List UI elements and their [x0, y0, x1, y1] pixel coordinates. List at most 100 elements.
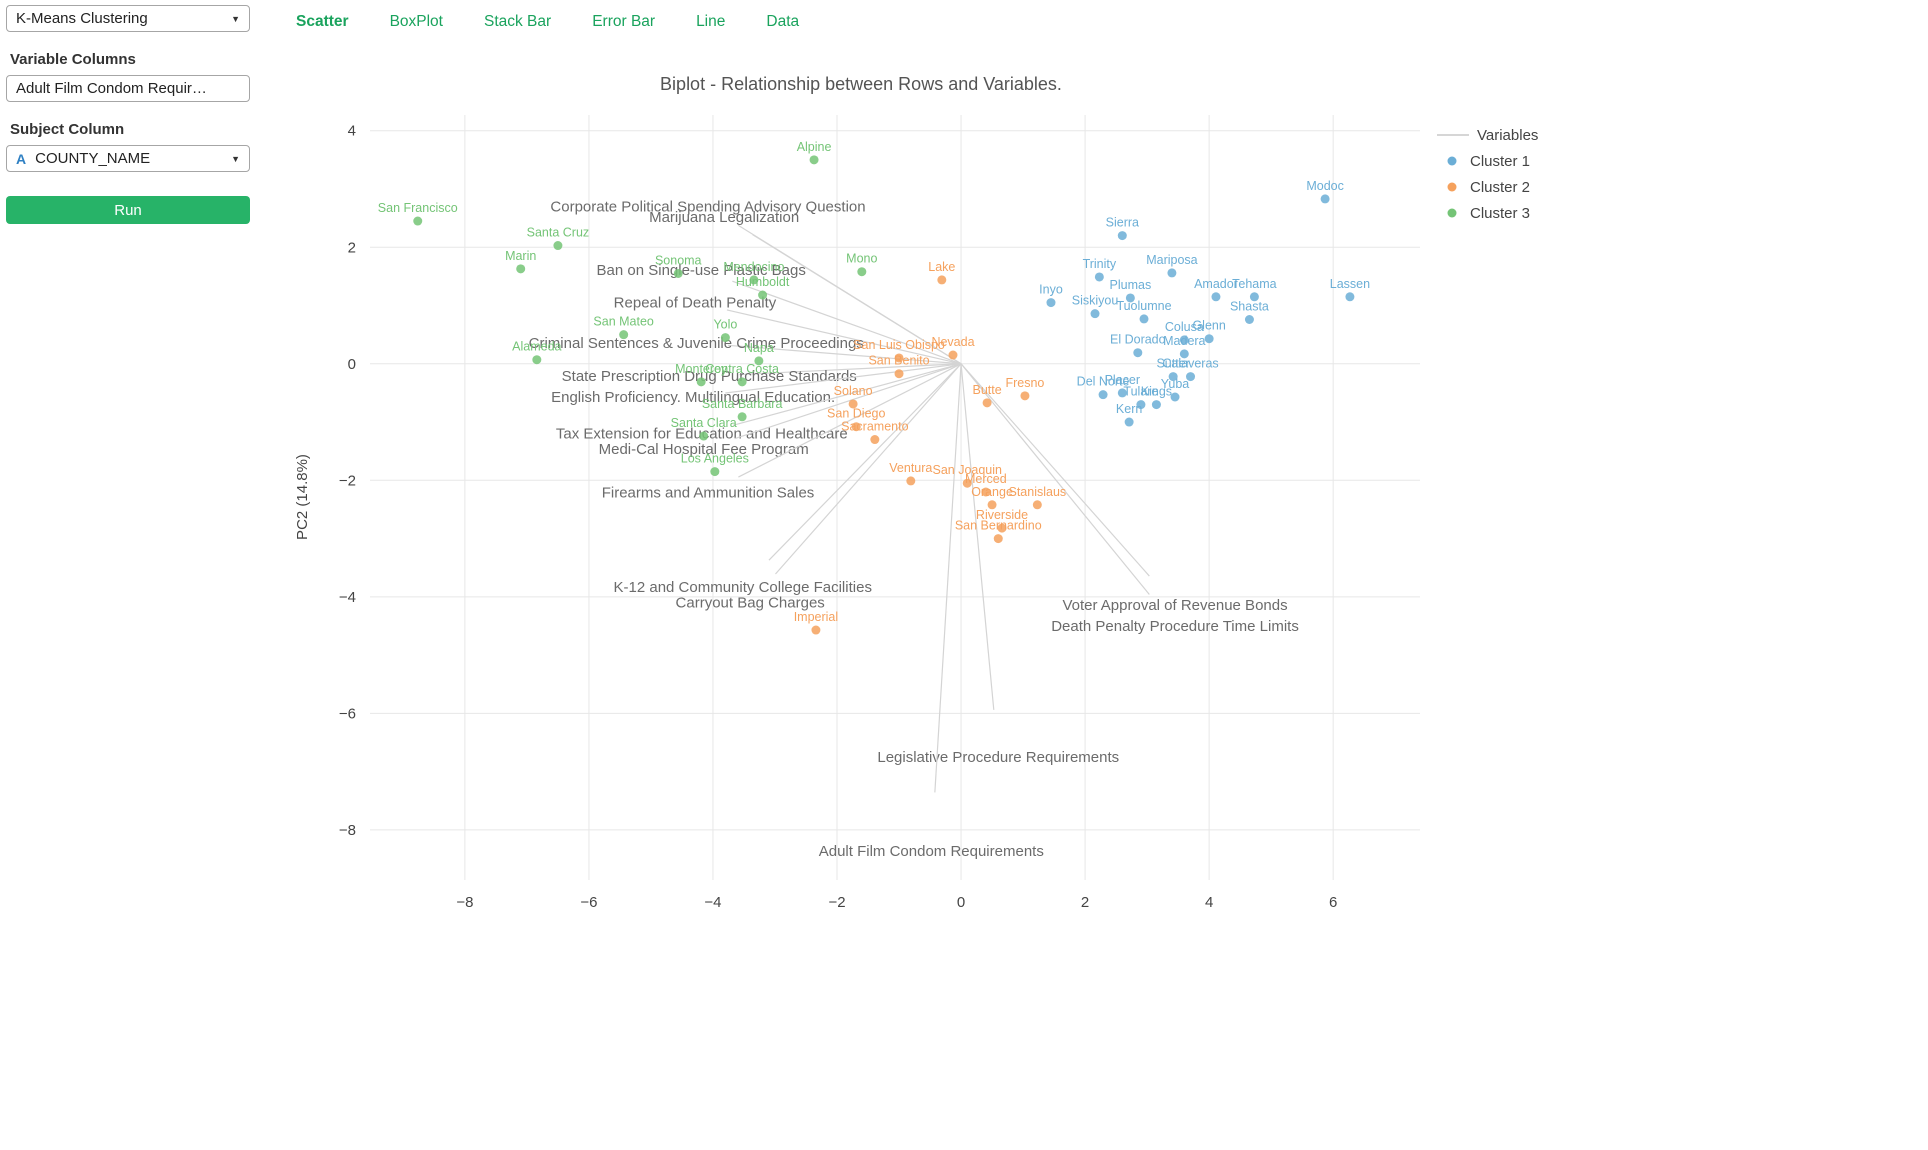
tab-error-bar[interactable]: Error Bar [592, 13, 656, 30]
scatter-point: Madera [1163, 334, 1206, 359]
scatter-point: Trinity [1083, 257, 1117, 282]
scatter-point: Riverside [976, 508, 1028, 533]
scatter-point-dot [1020, 391, 1030, 401]
scatter-point-label: Solano [834, 384, 873, 398]
scatter-point: Calaveras [1162, 357, 1219, 382]
chart-tabs: Scatter BoxPlot Stack Bar Error Bar Line Data [296, 13, 799, 31]
scatter-point-label: Tulare [1123, 385, 1158, 399]
variable-vector-label: Legislative Procedure Requirements [877, 749, 1119, 766]
scatter-point: Lassen [1330, 277, 1370, 302]
scatter-point-label: Orange [971, 485, 1013, 499]
tab-line[interactable]: Line [696, 13, 726, 30]
scatter-point: San Benito [868, 354, 930, 379]
scatter-point-label: Santa Clara [671, 416, 737, 430]
scatter-point-dot [553, 241, 563, 251]
scatter-point: Glenn [1192, 319, 1226, 344]
scatter-point-dot [1320, 194, 1330, 204]
scatter-point-dot [1124, 417, 1134, 427]
scatter-point-label: El Dorado [1110, 333, 1166, 347]
scatter-point: Santa Cruz [527, 226, 589, 251]
scatter-point: Inyo [1039, 283, 1063, 308]
tab-scatter[interactable]: Scatter [296, 13, 349, 30]
scatter-point-dot [1032, 500, 1042, 510]
scatter-point: Kings [1141, 385, 1172, 410]
x-tick-label: −6 [580, 894, 597, 911]
scatter-point: Humboldt [736, 275, 790, 300]
y-axis-label: PC2 (14.8%) [294, 454, 311, 540]
scatter-point-label: Del Norte [1077, 375, 1130, 389]
variable-vector-label: Death Penalty Procedure Time Limits [1051, 618, 1299, 635]
scatter-point-dot [948, 350, 958, 360]
scatter-point-label: Imperial [794, 610, 838, 624]
sidebar: K-Means Clustering ▼ Variable Columns Ad… [0, 0, 256, 229]
scatter-point: Del Norte [1077, 375, 1130, 400]
scatter-point-label: Colusa [1165, 320, 1204, 334]
scatter-point-label: Mariposa [1146, 253, 1197, 267]
scatter-point-dot [851, 422, 861, 432]
run-button[interactable]: Run [6, 196, 250, 224]
scatter-point: Modoc [1306, 179, 1344, 204]
scatter-point: San Bernardino [955, 519, 1042, 544]
variable-columns-input[interactable]: Adult Film Condom Requir… [6, 75, 250, 102]
variable-columns-value: Adult Film Condom Requir… [16, 80, 207, 97]
x-tick-label: −4 [704, 894, 721, 911]
variable-vector-label: Voter Approval of Revenue Bonds [1062, 597, 1287, 614]
subject-column-dropdown[interactable]: A COUNTY_NAME ▼ [6, 145, 250, 172]
variable-vector-label: Marijuana Legalization [649, 209, 799, 226]
subject-column-label: Subject Column [10, 121, 125, 138]
scatter-point-dot [809, 155, 819, 165]
scatter-point-dot [1133, 348, 1143, 358]
scatter-point-label: Mendocino [723, 260, 784, 274]
scatter-point-label: Tuolumne [1116, 299, 1171, 313]
legend-item-cluster-3[interactable]: Cluster 3 [1447, 205, 1531, 222]
scatter-point: San Joaquin [932, 463, 1002, 488]
scatter-point-label: Los Angeles [681, 452, 749, 466]
y-tick-label: 4 [348, 123, 356, 140]
scatter-point-dot [1117, 388, 1127, 398]
legend-item-label: Cluster 3 [1470, 205, 1530, 222]
scatter-point-label: Sutter [1156, 357, 1189, 371]
legend-dot-icon [1447, 208, 1457, 218]
x-tick-label: 2 [1081, 894, 1089, 911]
scatter-point: El Dorado [1110, 333, 1166, 358]
scatter-point-dot [1170, 392, 1180, 402]
scatter-point-dot [532, 355, 542, 365]
legend-item-cluster-2[interactable]: Cluster 2 [1447, 179, 1531, 196]
scatter-point-dot [1345, 292, 1355, 302]
scatter-point-dot [894, 369, 904, 379]
variable-vector: Carryout Bag Charges [676, 363, 962, 612]
scatter-point-label: Siskiyou [1072, 294, 1119, 308]
variable-vector-label: Ban on Single-use Plastic Bags [597, 262, 806, 279]
scatter-point-dot [1125, 293, 1135, 303]
scatter-point-dot [413, 216, 423, 226]
tab-data[interactable]: Data [766, 13, 800, 30]
variable-vector-label: Adult Film Condom Requirements [819, 843, 1044, 860]
tab-boxplot[interactable]: BoxPlot [389, 13, 443, 30]
scatter-point-dot [1186, 372, 1196, 382]
scatter-point-label: Lassen [1330, 277, 1370, 291]
variable-vector: Death Penalty Procedure Time Limits [960, 363, 1299, 635]
scatter-point-dot [737, 412, 747, 422]
scatter-point-label: Marin [505, 249, 536, 263]
scatter-point-dot [981, 487, 991, 497]
scatter-point-label: Tehama [1232, 277, 1277, 291]
scatter-point-dot [937, 275, 947, 285]
scatter-point: Nevada [931, 335, 975, 360]
scatter-point: Alpine [797, 140, 831, 165]
scatter-point-label: San Francisco [378, 201, 458, 215]
chevron-down-icon: ▼ [231, 13, 240, 24]
scatter-point-label: San Benito [868, 354, 929, 368]
clustering-method-dropdown[interactable]: K-Means Clustering ▼ [6, 5, 250, 32]
scatter-point-label: Humboldt [736, 275, 790, 289]
scatter-point: Mariposa [1146, 253, 1198, 278]
variable-vector-label: Medi-Cal Hospital Fee Program [599, 441, 809, 458]
scatter-point: Orange [971, 485, 1013, 510]
legend-item-cluster-1[interactable]: Cluster 1 [1447, 153, 1531, 170]
scatter-point-label: Placer [1105, 373, 1140, 387]
variable-vector: Legislative Procedure Requirements [877, 363, 1119, 766]
scatter-point: Santa Barbara [702, 397, 782, 422]
legend-item-variables[interactable]: Variables [1437, 127, 1538, 144]
tab-stack-bar[interactable]: Stack Bar [483, 13, 552, 30]
scatter-point: Tulare [1123, 385, 1158, 410]
text-type-icon: A [16, 150, 27, 167]
